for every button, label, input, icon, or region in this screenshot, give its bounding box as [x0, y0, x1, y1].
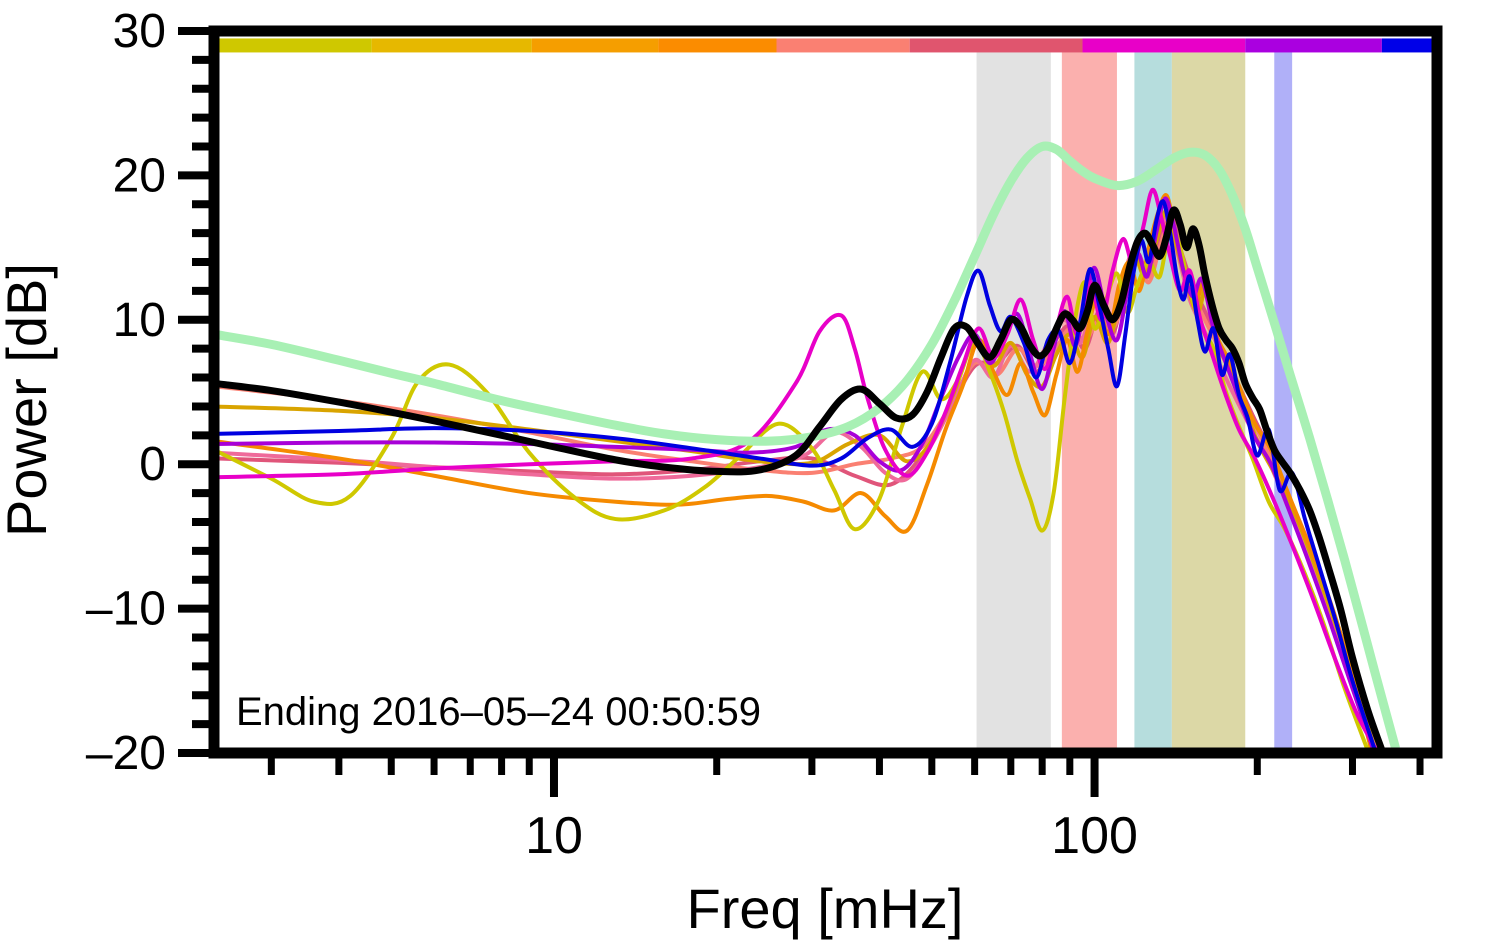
colorbar-segment-salmon	[776, 38, 910, 53]
axis-ticks-layer	[178, 27, 1424, 797]
series-layer	[214, 141, 1400, 753]
y-tick-label: –10	[86, 583, 166, 636]
series-mean-model	[214, 141, 1400, 752]
colorbar-segment-purple	[1245, 38, 1382, 53]
colorbar-segment-orange	[658, 38, 777, 53]
series-station-olive	[214, 224, 1370, 753]
x-tick-label: 100	[1051, 807, 1138, 865]
colorbar-segment-amber	[531, 38, 659, 53]
y-tick-label: 20	[113, 149, 166, 202]
band-gray	[976, 52, 1051, 753]
band-khaki	[1171, 52, 1246, 753]
band-teal	[1134, 52, 1172, 753]
colorbar-segment-crimson-rose	[909, 38, 1083, 53]
axes-frame	[208, 25, 1443, 759]
x-tick-label: 10	[525, 807, 583, 865]
y-tick-label: 0	[139, 438, 166, 491]
band-pink	[1061, 52, 1117, 753]
colorbar-segment-blue	[1381, 38, 1437, 53]
series-station-orange	[214, 193, 1374, 753]
y-axis-label: Power [dB]	[0, 263, 58, 537]
axes-frame-layer	[208, 25, 1443, 759]
series-station-blue	[214, 199, 1377, 753]
y-tick-label: 10	[113, 294, 166, 347]
colorbar-segment-olive-yellow	[214, 38, 372, 53]
y-tick-label: –20	[86, 727, 166, 780]
x-axis-label: Freq [mHz]	[687, 877, 964, 940]
series-station-purple	[214, 196, 1376, 753]
band-periwinkle	[1274, 52, 1293, 753]
colorbar-segment-goldenrod	[371, 38, 532, 53]
colorbar-segment-magenta	[1082, 38, 1246, 53]
colorbar-layer	[214, 38, 1437, 53]
series-mean-observed	[214, 206, 1386, 753]
ending-timestamp-annotation: Ending 2016–05–24 00:50:59	[236, 690, 761, 734]
y-tick-label: 30	[113, 5, 166, 58]
